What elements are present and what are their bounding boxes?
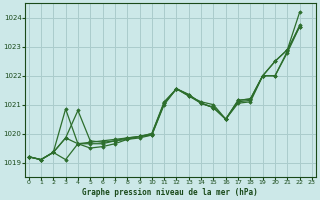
X-axis label: Graphe pression niveau de la mer (hPa): Graphe pression niveau de la mer (hPa) xyxy=(83,188,258,197)
